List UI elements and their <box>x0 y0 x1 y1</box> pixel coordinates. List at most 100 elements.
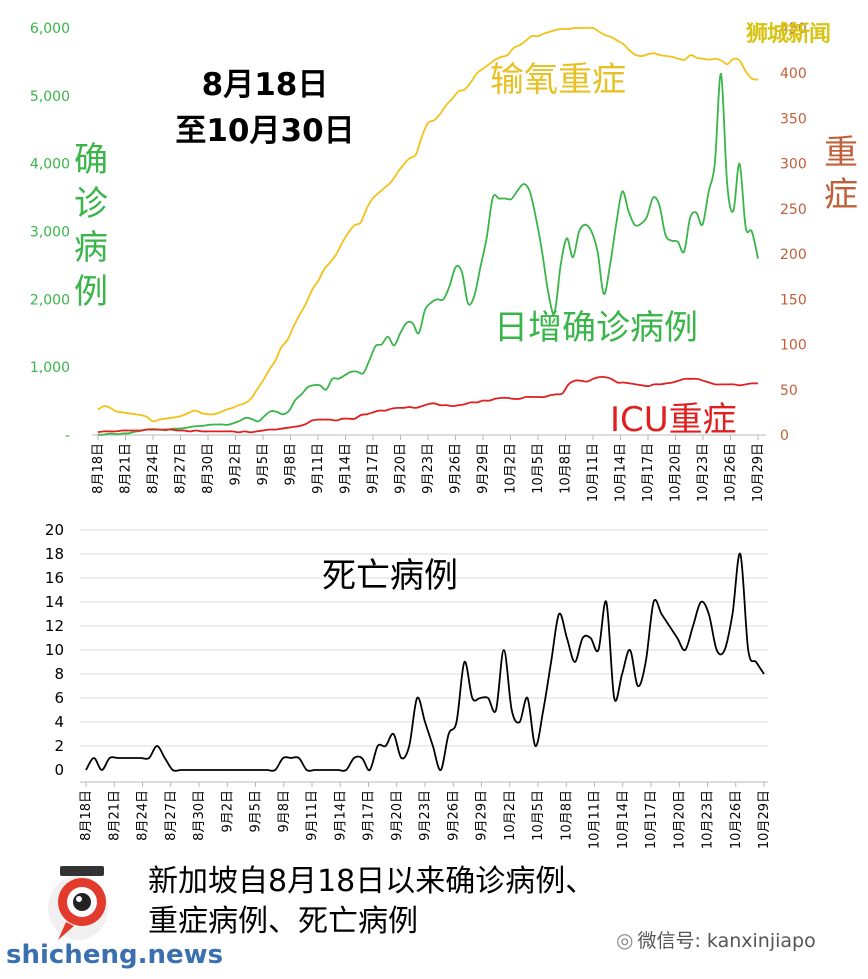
daily-cases-line <box>97 72 759 436</box>
caption-line-1: 新加坡自8月18日以来确诊病例、 <box>148 864 596 899</box>
caption: 新加坡自8月18日以来确诊病例、 重症病例、死亡病例 <box>148 862 595 942</box>
left-axis-tick-label: 2,000 <box>30 292 70 308</box>
right-axis-tick-label: 350 <box>780 111 807 127</box>
right-axis-tick-label: 300 <box>780 157 807 173</box>
upper-x-tick-label: 10月20日 <box>669 443 684 502</box>
right-axis-tick-label: 450 <box>780 21 807 37</box>
upper-x-tick-marks <box>97 435 759 440</box>
severe-axis-label: 重症 <box>824 133 858 215</box>
lower-series <box>85 553 765 772</box>
upper-x-tick-label: 9月17日 <box>366 443 381 494</box>
date-range-line-1: 8月18日 <box>201 67 329 103</box>
lower-y-tick-label: 10 <box>45 641 64 659</box>
right-axis-tick-label: 100 <box>780 338 807 354</box>
lower-x-tick-label: 10月23日 <box>701 790 716 849</box>
icu-series-label: ICU重症 <box>610 400 737 440</box>
lower-x-tick-label: 10月29日 <box>757 790 772 849</box>
icu-line <box>97 375 759 434</box>
upper-x-tick-label: 8月30日 <box>201 443 216 494</box>
cases-axis-label: 确诊病例 <box>74 140 108 312</box>
lower-y-tick-label: 4 <box>54 713 64 731</box>
date-range-title: 8月18日 至10月30日 <box>160 62 370 154</box>
lower-y-tick-label: 2 <box>54 737 64 755</box>
upper-x-tick-label: 10月14日 <box>614 443 629 502</box>
deaths-line <box>85 553 765 772</box>
left-axis-tick-label: - <box>65 428 70 444</box>
upper-x-tick-label: 10月23日 <box>696 443 711 502</box>
lower-x-tick-label: 9月14日 <box>333 790 348 841</box>
right-axis-tick-label: 250 <box>780 202 807 218</box>
lower-y-tick-label: 0 <box>54 761 64 779</box>
right-axis-tick-label: 400 <box>780 66 807 82</box>
lower-y-tick-label: 20 <box>45 521 64 539</box>
upper-x-tick-label: 10月11日 <box>586 443 601 502</box>
upper-x-tick-label: 10月29日 <box>751 443 766 502</box>
lower-x-tick-label: 9月20日 <box>390 790 405 841</box>
upper-x-tick-label: 9月26日 <box>449 443 464 494</box>
brand-logo-text: 狮城新闻 <box>746 22 831 47</box>
lower-x-tick-labels: 8月18日 8月21日 8月24日 8月27日 8月30日 9月2日 9月5日 9月8日 9月1… <box>79 790 772 849</box>
upper-left-axis-ticks: - 1,000 2,000 3,000 4,000 5,000 6,000 <box>30 21 70 444</box>
lower-x-tick-label: 8月30日 <box>192 790 207 841</box>
lower-x-tick-label: 9月11日 <box>305 790 320 841</box>
upper-x-tick-label: 8月27日 <box>174 443 189 494</box>
left-axis-tick-label: 1,000 <box>30 360 70 376</box>
right-axis-tick-label: 150 <box>780 292 807 308</box>
lower-x-tick-label: 9月29日 <box>475 790 490 841</box>
right-axis-tick-label: 50 <box>780 383 798 399</box>
lower-x-tick-label: 8月27日 <box>164 790 179 841</box>
lower-x-tick-label: 9月2日 <box>220 790 235 833</box>
date-range-line-2: 至10月30日 <box>175 113 355 149</box>
deaths-series-label: 死亡病例 <box>322 556 458 596</box>
site-watermark: shicheng.news <box>6 940 224 970</box>
daily-cases-series-label: 日增确诊病例 <box>494 308 698 348</box>
upper-x-tick-label: 9月14日 <box>339 443 354 494</box>
lower-x-tick-label: 9月26日 <box>446 790 461 841</box>
lower-x-tick-label: 8月24日 <box>136 790 151 841</box>
upper-x-tick-label: 10月26日 <box>724 443 739 502</box>
lower-x-tick-label: 10月5日 <box>531 790 546 841</box>
right-axis-tick-label: 0 <box>780 428 789 444</box>
upper-series <box>97 26 759 436</box>
lower-y-tick-label: 18 <box>45 545 64 563</box>
lower-y-tick-label: 12 <box>45 617 64 635</box>
lower-x-tick-label: 8月18日 <box>79 790 94 841</box>
left-axis-tick-label: 4,000 <box>30 157 70 173</box>
right-axis-tick-label: 200 <box>780 247 807 263</box>
upper-x-tick-label: 9月29日 <box>476 443 491 494</box>
upper-x-tick-label: 9月5日 <box>256 443 271 486</box>
upper-x-tick-label: 9月23日 <box>421 443 436 494</box>
left-axis-tick-label: 5,000 <box>30 89 70 105</box>
lower-x-tick-label: 9月8日 <box>277 790 292 833</box>
lower-y-tick-label: 16 <box>45 569 64 587</box>
left-axis-tick-label: 3,000 <box>30 225 70 241</box>
wechat-id: ◎ 微信号: kanxinjiapo <box>616 926 816 953</box>
upper-x-tick-label: 9月8日 <box>284 443 299 486</box>
lower-x-tick-label: 10月26日 <box>729 790 744 849</box>
upper-x-tick-label: 10月8日 <box>559 443 574 494</box>
wechat-icon: ◎ <box>616 928 634 952</box>
lower-x-tick-label: 9月5日 <box>249 790 264 833</box>
lower-x-tick-label: 9月23日 <box>418 790 433 841</box>
upper-x-tick-label: 8月21日 <box>119 443 134 494</box>
upper-x-tick-label: 10月17日 <box>641 443 656 502</box>
upper-x-tick-label: 8月24日 <box>146 443 161 494</box>
lower-y-tick-label: 8 <box>54 665 64 683</box>
upper-x-tick-label: 9月2日 <box>229 443 244 486</box>
lower-x-tick-label: 8月21日 <box>107 790 122 841</box>
shicheng-news-logo <box>48 866 108 940</box>
upper-x-tick-label: 8月18日 <box>91 443 106 494</box>
oxygen-severe-line <box>97 26 759 423</box>
upper-chart: - 1,000 2,000 3,000 4,000 5,000 6,000 0 50 100 15… <box>30 21 807 502</box>
left-axis-tick-label: 6,000 <box>30 21 70 37</box>
lower-x-tick-label: 10月20日 <box>672 790 687 849</box>
lower-x-tick-label: 10月2日 <box>503 790 518 841</box>
upper-x-tick-label: 9月20日 <box>394 443 409 494</box>
upper-x-tick-label: 9月11日 <box>311 443 326 494</box>
lower-y-tick-label: 14 <box>45 593 64 611</box>
upper-x-tick-label: 10月5日 <box>531 443 546 494</box>
oxygen-severe-series-label: 输氧重症 <box>490 60 626 100</box>
lower-x-tick-label: 10月14日 <box>616 790 631 849</box>
